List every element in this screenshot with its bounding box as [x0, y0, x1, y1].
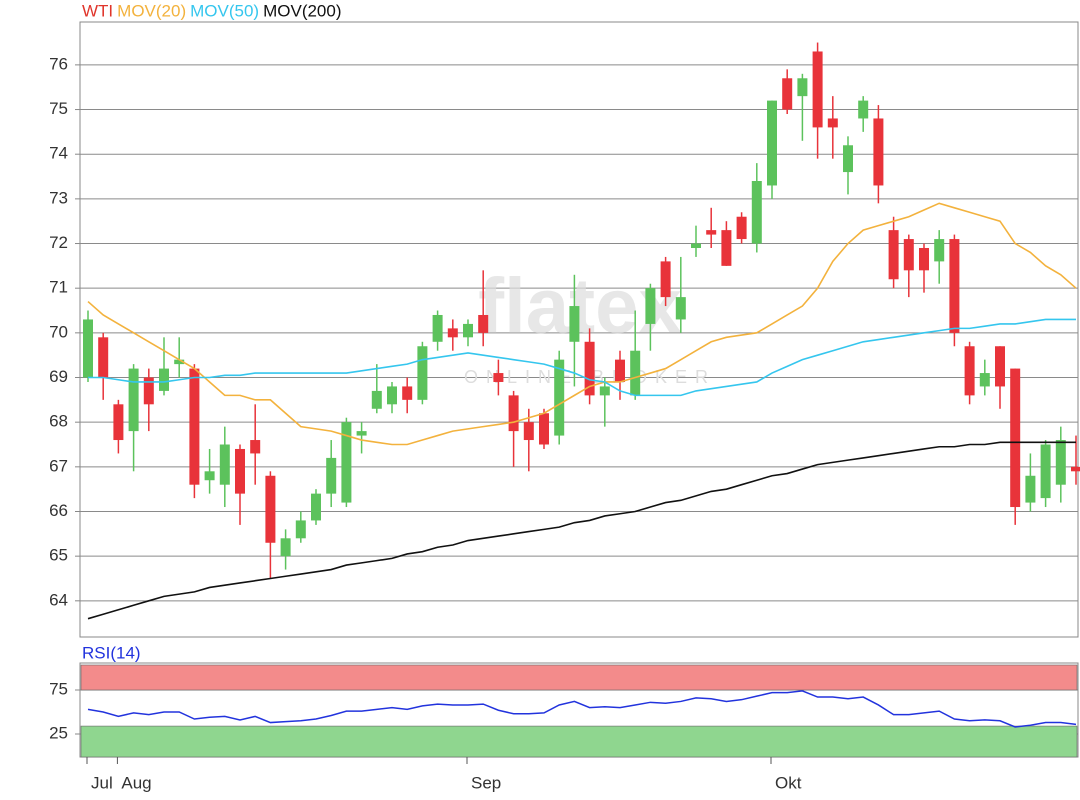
y-tick-label: 74: [49, 144, 68, 163]
rsi-line: [87, 690, 1077, 728]
candle-body: [797, 78, 808, 97]
candle-body: [675, 297, 686, 320]
rsi-band: [80, 664, 1078, 691]
candle-body: [858, 100, 869, 119]
y-tick-label: 73: [49, 188, 68, 207]
candle-body: [280, 538, 291, 557]
candle-body: [706, 230, 717, 235]
candle-body: [843, 145, 853, 173]
candle-body: [873, 118, 884, 186]
legend-entry: MOV(50): [190, 1, 259, 20]
candle-body: [219, 444, 230, 485]
candle-body: [660, 261, 671, 298]
candle-body: [295, 520, 306, 539]
moving-average-line: [87, 202, 1077, 446]
candle-body: [341, 422, 352, 503]
candle-body: [751, 180, 762, 244]
x-tick-label: Jul: [91, 773, 113, 792]
candle-body: [903, 239, 914, 271]
candle-body: [964, 346, 975, 396]
candle-body: [1025, 475, 1036, 503]
candle-body: [204, 471, 215, 481]
candle-body: [311, 493, 321, 521]
candle-body: [721, 230, 732, 266]
moving-average-line: [87, 441, 1076, 620]
candle-body: [402, 386, 413, 400]
candle-body: [113, 404, 124, 441]
y-tick-label: 64: [49, 590, 68, 609]
candle-body: [1055, 440, 1066, 485]
candle-body: [523, 422, 534, 441]
rsi-band: [80, 725, 1078, 758]
candle-body: [615, 359, 625, 382]
candle-body: [539, 413, 549, 445]
candle-body: [143, 377, 154, 405]
candle-body: [979, 373, 990, 387]
candle-body: [493, 373, 504, 382]
candle-body: [767, 100, 777, 186]
candle-body: [508, 395, 519, 432]
y-tick-label: 75: [49, 679, 68, 698]
candle-body: [189, 368, 200, 485]
legend-entry: MOV(200): [263, 1, 341, 20]
candle-body: [159, 368, 169, 391]
y-tick-label: 76: [49, 54, 68, 73]
y-tick-label: 65: [49, 546, 68, 565]
candle-body: [569, 306, 580, 342]
x-tick-label: Okt: [775, 773, 802, 792]
candle-body: [174, 359, 185, 365]
candle-body: [691, 243, 701, 248]
candle-body: [630, 350, 641, 396]
candle-body: [736, 216, 747, 240]
y-tick-label: 70: [49, 322, 68, 341]
candle-body: [432, 314, 443, 342]
candle-body: [478, 314, 489, 333]
candle-body: [463, 323, 473, 338]
y-tick-label: 75: [49, 99, 68, 118]
candle-body: [250, 440, 261, 454]
candle-body: [782, 78, 793, 110]
moving-average-line: [88, 318, 1076, 397]
candle-body: [356, 431, 367, 436]
candle-body: [584, 341, 595, 396]
candle-body: [554, 359, 565, 436]
candle-body: [1071, 466, 1080, 472]
candle-body: [599, 386, 610, 396]
candle-body: [995, 346, 1005, 387]
candle-body: [812, 51, 823, 128]
candle-body: [128, 368, 139, 432]
y-tick-label: 67: [49, 456, 68, 475]
candle-body: [1040, 444, 1051, 499]
candle-body: [417, 346, 428, 400]
y-tick-label: 71: [49, 278, 68, 297]
candle-body: [919, 247, 929, 271]
candle-body: [387, 386, 397, 405]
candle-body: [371, 390, 382, 409]
legend-entry: WTI: [82, 1, 113, 20]
candle-body: [98, 337, 109, 378]
candle-body: [645, 288, 656, 324]
x-tick-label: Aug: [121, 773, 151, 792]
candle-body: [83, 319, 93, 378]
candle-body: [934, 239, 945, 262]
y-tick-label: 25: [49, 723, 68, 742]
legend-entry: MOV(20): [117, 1, 186, 20]
y-tick-label: 68: [49, 412, 68, 431]
candle-body: [827, 118, 838, 128]
candle-body: [1010, 368, 1021, 508]
candle-body: [447, 328, 458, 338]
y-tick-label: 72: [49, 233, 68, 252]
y-tick-label: 69: [49, 367, 68, 386]
candle-body: [326, 457, 337, 494]
x-tick-label: Sep: [471, 773, 501, 792]
candle-body: [888, 230, 899, 280]
y-tick-label: 66: [49, 501, 68, 520]
candle-body: [265, 475, 276, 543]
rsi-title: RSI(14): [82, 643, 141, 662]
candle-body: [235, 448, 245, 494]
candle-body: [949, 239, 960, 333]
